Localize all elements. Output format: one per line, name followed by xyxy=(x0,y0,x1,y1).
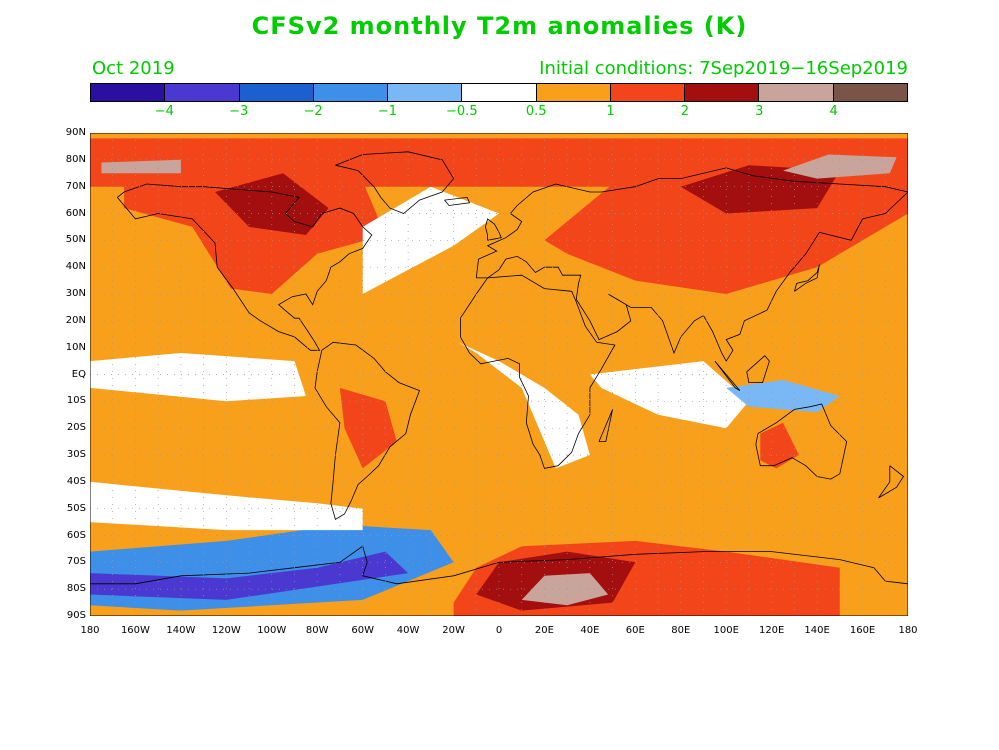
legend-label: −2 xyxy=(303,104,323,119)
anomaly-region-south-america-warm xyxy=(339,387,397,469)
lon-label: 60E xyxy=(625,625,645,636)
lon-label: 140W xyxy=(166,625,196,636)
lon-label: 20W xyxy=(442,625,465,636)
lon-label: 60W xyxy=(351,625,374,636)
anomaly-region-indonesia-cool xyxy=(726,379,840,413)
legend-swatch xyxy=(759,84,834,101)
chart-title: CFSv2 monthly T2m anomalies (K) xyxy=(251,12,748,40)
lon-label: 160W xyxy=(120,625,150,636)
anomaly-region-antarctic-extreme xyxy=(521,573,609,606)
lat-label: 30N xyxy=(65,288,86,299)
anomaly-region-africa-neutral xyxy=(458,342,590,469)
legend-swatch xyxy=(313,84,389,101)
coastline-borneo xyxy=(746,355,770,384)
anomaly-map xyxy=(90,133,908,616)
lat-label: 10N xyxy=(65,341,86,353)
lon-label: 120W xyxy=(211,625,241,636)
legend-swatch xyxy=(388,84,463,101)
legend-label: 4 xyxy=(829,104,838,119)
coastline-africa xyxy=(459,274,616,469)
legend-label: −0.5 xyxy=(446,104,478,119)
anomaly-region-siberia-extreme xyxy=(783,154,897,179)
forecast-month: Oct 2019 xyxy=(92,58,175,79)
coastline-antarctica xyxy=(90,545,908,585)
lat-label: 40S xyxy=(66,475,86,487)
coastline-british-isles xyxy=(484,218,502,241)
legend-swatch xyxy=(833,84,907,101)
coastline-greenland xyxy=(335,151,455,214)
lon-label: 140E xyxy=(804,625,830,636)
coastline-australia xyxy=(755,403,848,480)
initial-conditions: Initial conditions: 7Sep2019−16Sep2019 xyxy=(539,58,908,79)
lon-label: 40E xyxy=(580,625,600,636)
legend-swatch xyxy=(239,84,314,101)
legend-swatch xyxy=(536,84,611,101)
anomaly-region-north-atlantic-neutral xyxy=(362,186,499,294)
lon-label: 80E xyxy=(671,625,691,636)
lon-label: 180 xyxy=(80,625,100,636)
lat-label: 90N xyxy=(65,127,86,138)
legend-label: −3 xyxy=(229,104,249,119)
anomaly-region-siberia-strong xyxy=(680,165,840,214)
lon-label: 120E xyxy=(758,625,785,636)
legend-swatch xyxy=(91,84,166,101)
lon-label: 160E xyxy=(849,625,876,636)
legend-label: −1 xyxy=(377,104,398,119)
anomaly-region-south-pacific-strong-cool xyxy=(90,551,409,600)
legend-label: 3 xyxy=(755,104,764,119)
coastline-north-america xyxy=(116,183,373,351)
lat-label: 20S xyxy=(66,422,86,434)
lon-label: 40W xyxy=(396,625,420,636)
lat-label: 80N xyxy=(65,153,86,165)
legend-swatch xyxy=(610,84,686,101)
anomaly-region-pacific-neutral xyxy=(90,353,306,402)
legend-label: 2 xyxy=(680,104,690,119)
lat-label: 70S xyxy=(66,556,86,568)
legend-label: 1 xyxy=(606,104,615,119)
lat-label: 40N xyxy=(65,261,86,273)
legend-swatch xyxy=(685,84,760,101)
anomaly-region-australia-warm xyxy=(760,422,799,469)
anomaly-region-canada-strong xyxy=(215,173,329,235)
lat-label: 60N xyxy=(65,207,86,219)
coastline-sumatra xyxy=(714,360,741,391)
lat-label: 10S xyxy=(66,395,86,407)
coastline-japan xyxy=(794,264,820,292)
coastline-iceland xyxy=(444,196,471,206)
lat-label: EQ xyxy=(71,368,86,380)
coastline-madagascar xyxy=(598,409,613,443)
anomaly-region-arctic-extreme xyxy=(101,159,181,174)
coastlines xyxy=(90,151,908,585)
legend-label: 0.5 xyxy=(525,104,547,119)
lat-label: 20N xyxy=(65,314,86,326)
legend-swatch xyxy=(165,84,240,101)
lon-label: 180 xyxy=(898,625,918,636)
coastline-south-america xyxy=(314,341,421,521)
lon-label: 80W xyxy=(305,625,329,636)
coastline-new-zealand xyxy=(878,465,905,499)
lon-label: 20E xyxy=(534,625,554,636)
lat-label: 50N xyxy=(65,234,86,246)
lat-label: 80S xyxy=(66,583,86,595)
lat-label: 90S xyxy=(66,610,86,621)
lat-label: 50S xyxy=(66,502,86,514)
lon-label: 100W xyxy=(257,625,287,636)
legend-label: −4 xyxy=(154,104,174,119)
lon-label: 0 xyxy=(495,625,503,636)
lat-label: 60S xyxy=(66,529,86,541)
coastline-eurasia xyxy=(475,167,908,362)
color-legend-bar xyxy=(90,83,908,102)
anomaly-region-indian-ocean-neutral xyxy=(589,361,749,429)
lat-label: 70N xyxy=(65,180,86,192)
lat-label: 30S xyxy=(66,449,86,460)
lon-label: 100E xyxy=(713,625,739,636)
legend-swatch xyxy=(462,84,537,101)
